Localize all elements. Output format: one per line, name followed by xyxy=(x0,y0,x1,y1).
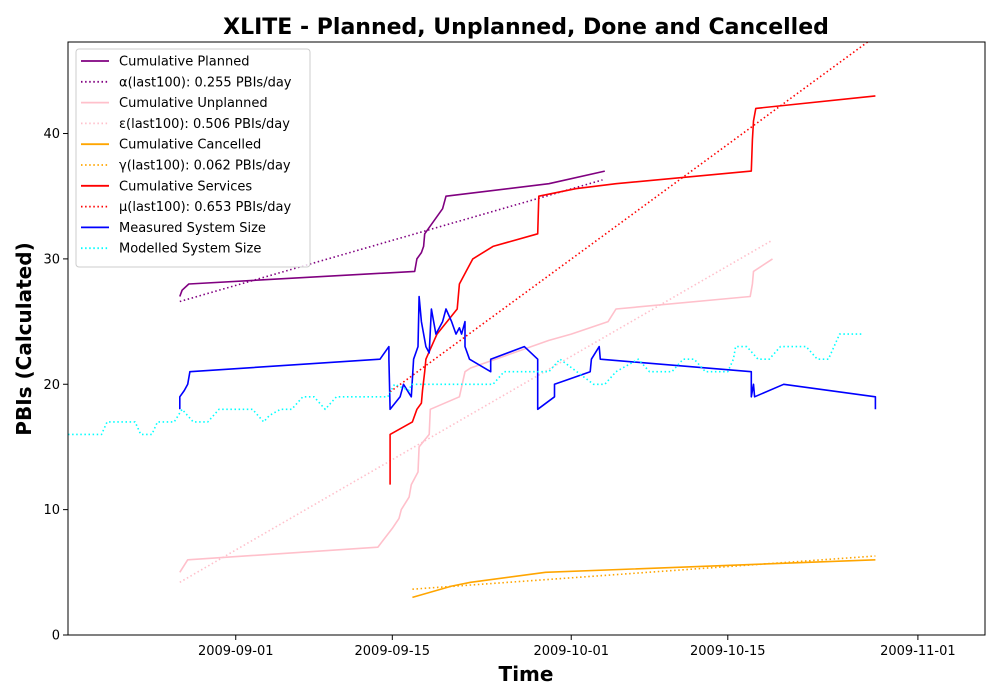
legend-label: γ(last100): 0.062 PBIs/day xyxy=(119,159,291,174)
legend-label: Modelled System Size xyxy=(119,242,261,257)
legend: Cumulative Planned α(last100): 0.255 PBIs… xyxy=(75,48,311,268)
y-axis: 0 10 20 30 40 xyxy=(43,127,68,644)
legend-label: ε(last100): 0.506 PBIs/day xyxy=(119,117,290,132)
legend-label: Cumulative Planned xyxy=(119,55,249,70)
series-line-cumulative-cancelled xyxy=(412,559,876,599)
series-line-cumulative-services xyxy=(389,95,876,485)
legend-label: α(last100): 0.255 PBIs/day xyxy=(119,75,292,90)
y-tick-label: 40 xyxy=(43,127,60,142)
series-line-cumulative-unplanned xyxy=(179,258,773,573)
series-layer xyxy=(68,42,877,599)
series-line-measured-system-size xyxy=(179,295,877,411)
x-axis-label: Time xyxy=(499,662,554,686)
y-tick-label: 20 xyxy=(43,378,60,393)
chart-title: XLITE - Planned, Unplanned, Done and Can… xyxy=(223,15,829,40)
series-line-epsilon-last100-0-506-pbis-day xyxy=(179,239,773,583)
y-tick-label: 10 xyxy=(43,503,60,518)
series-line-mu-last100-0-653-pbis-day xyxy=(389,42,869,393)
x-tick-label: 2009-09-01 xyxy=(198,644,274,659)
x-tick-label: 2009-09-15 xyxy=(355,644,431,659)
series-line-gamma-last100-0-062-pbis-day xyxy=(412,555,876,590)
legend-label: Cumulative Cancelled xyxy=(119,138,261,153)
y-tick-label: 30 xyxy=(43,252,60,267)
x-tick-label: 2009-11-01 xyxy=(880,644,956,659)
x-tick-label: 2009-10-01 xyxy=(533,644,609,659)
legend-label: Cumulative Unplanned xyxy=(119,96,268,111)
legend-label: Cumulative Services xyxy=(119,179,252,194)
y-axis-label: PBIs (Calculated) xyxy=(12,242,36,435)
legend-label: Measured System Size xyxy=(119,221,266,236)
plot-frame xyxy=(67,41,986,636)
series-line-cumulative-planned xyxy=(179,170,605,297)
x-tick-label: 2009-10-15 xyxy=(690,644,766,659)
y-tick-label: 0 xyxy=(52,629,60,644)
legend-label: μ(last100): 0.653 PBIs/day xyxy=(119,200,291,215)
legend-box xyxy=(75,48,311,268)
x-axis: 2009-09-01 2009-09-15 2009-10-01 2009-10-15… xyxy=(198,635,956,659)
